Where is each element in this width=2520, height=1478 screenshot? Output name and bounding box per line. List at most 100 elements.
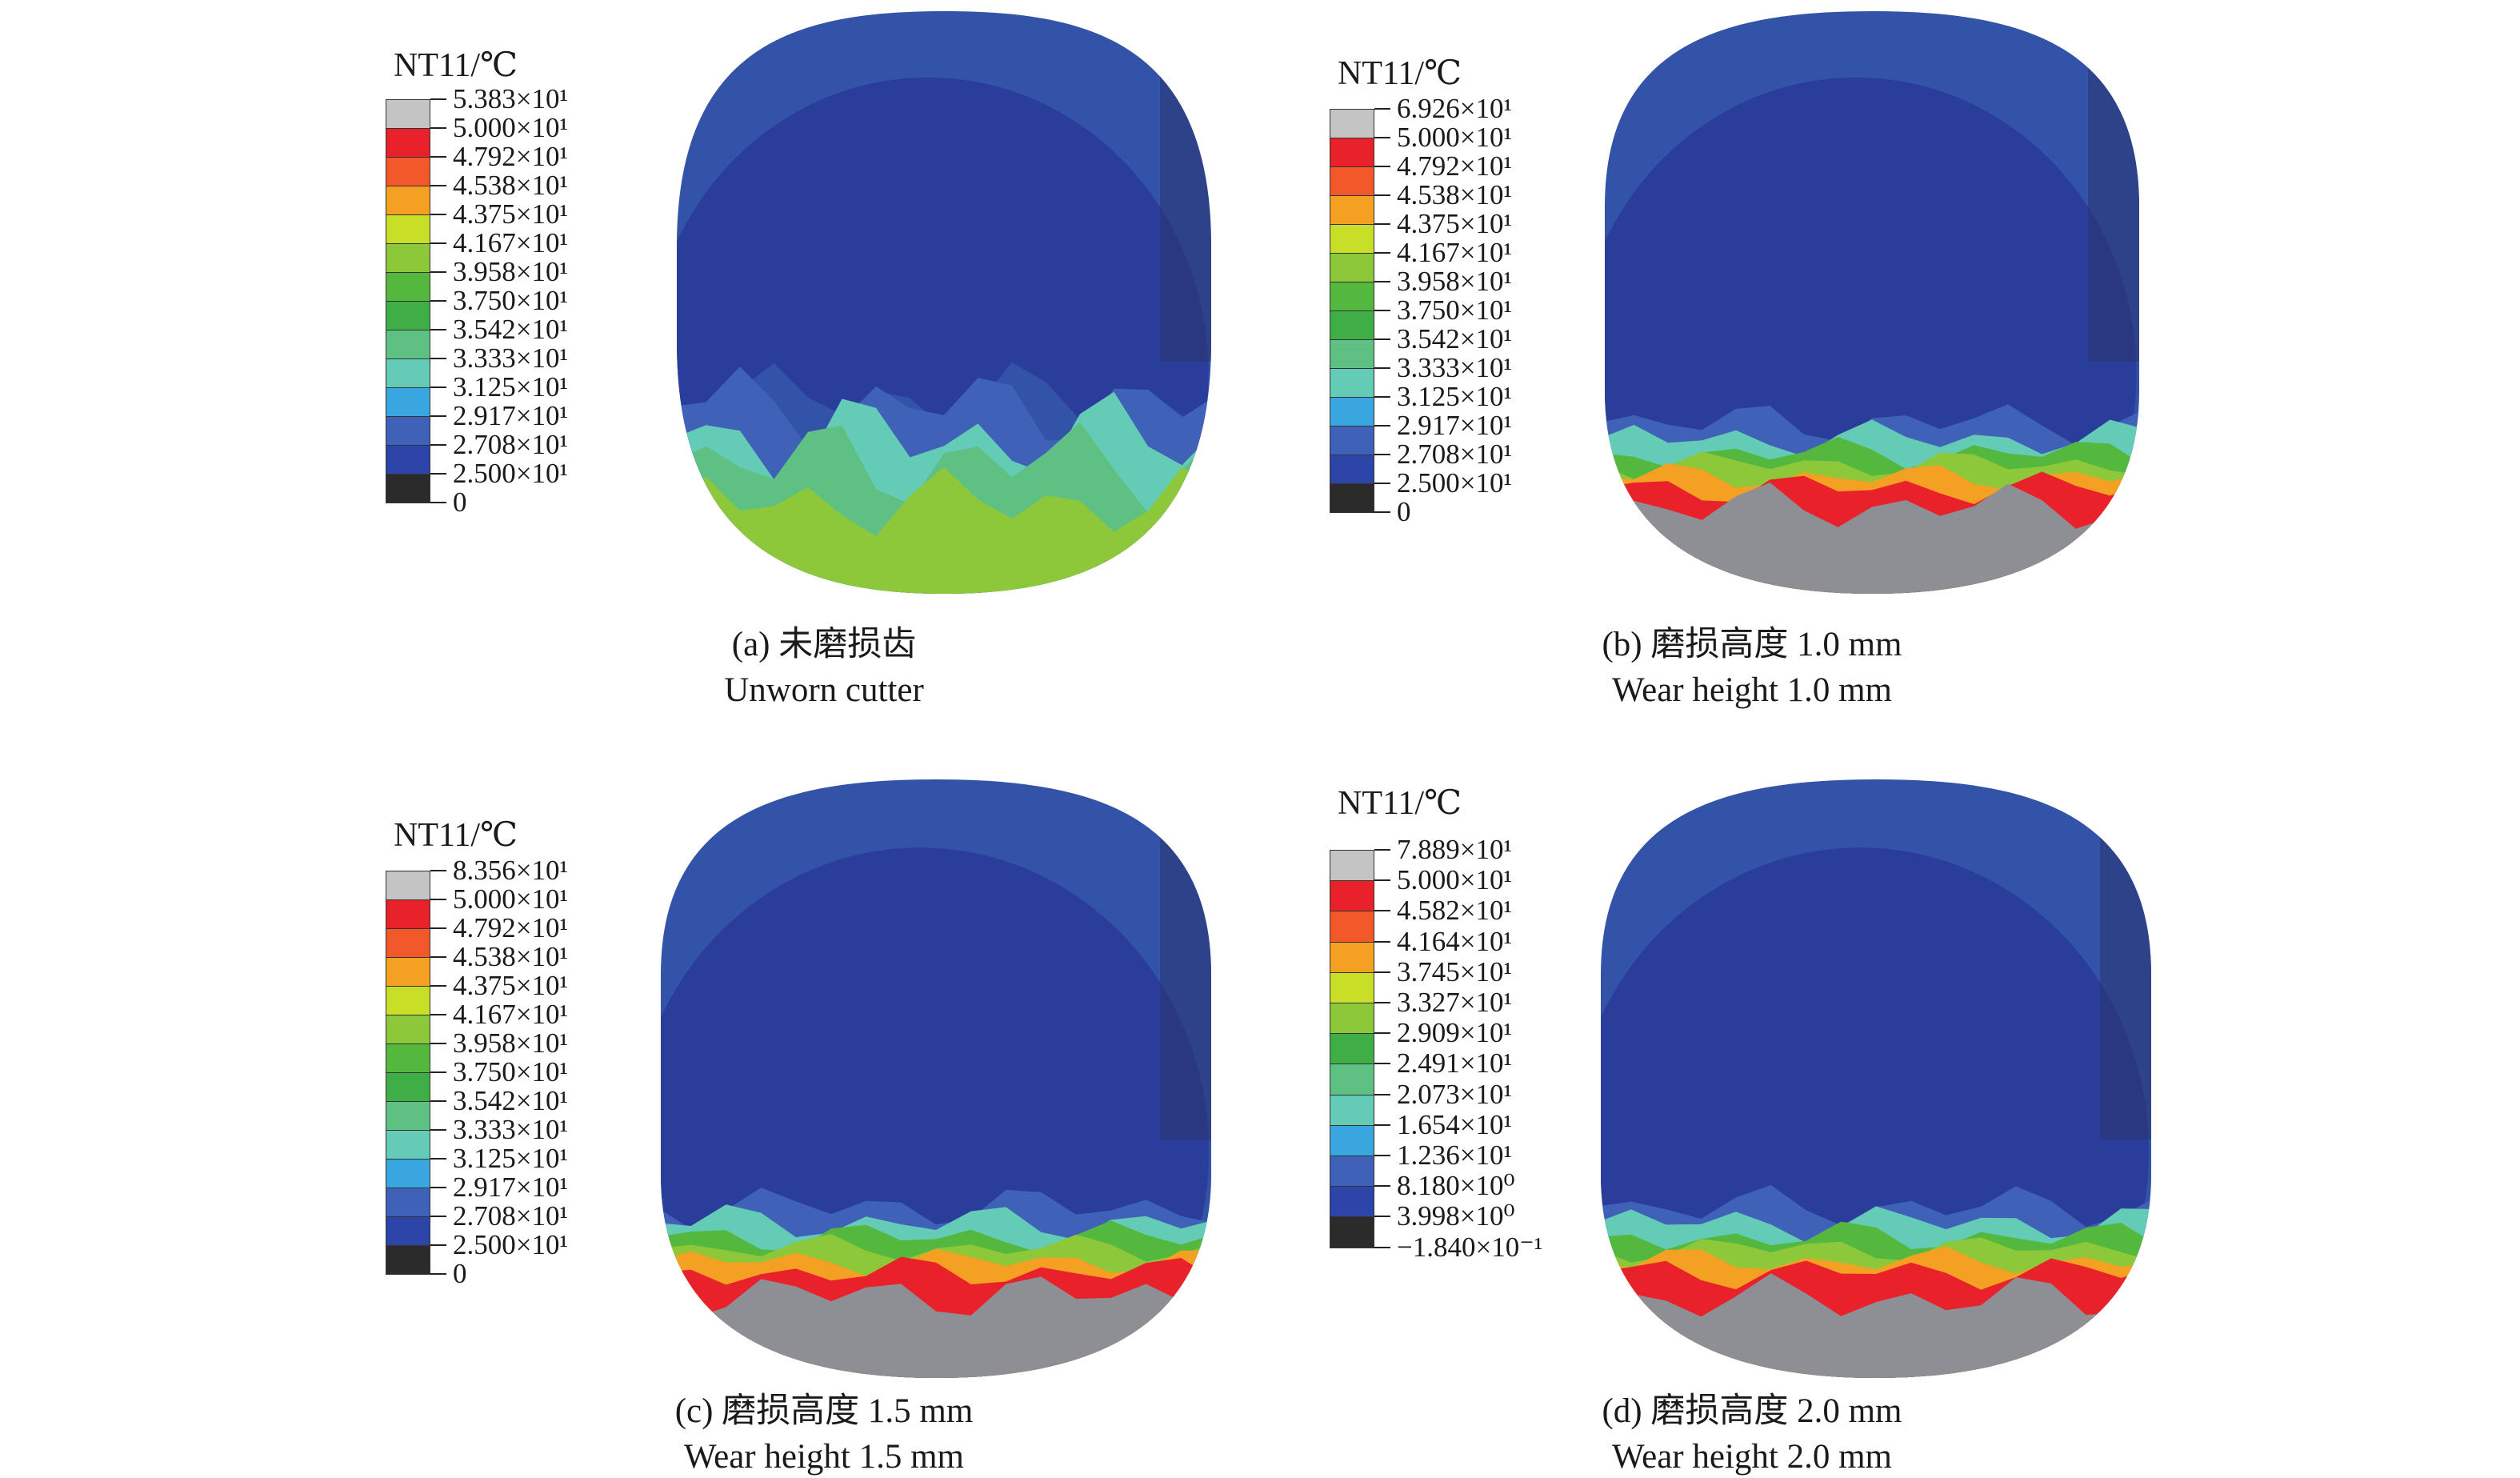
- legend-tick: [1374, 252, 1390, 254]
- legend-tick: [1374, 910, 1390, 912]
- legend-swatch: [1330, 1063, 1374, 1095]
- legend-tick: [430, 502, 446, 503]
- legend-label: 3.750×10¹: [453, 1056, 568, 1087]
- legend-swatch: [386, 445, 430, 475]
- legend-tick: [1374, 1032, 1390, 1035]
- legend-label: 4.792×10¹: [453, 912, 568, 943]
- cutter-edge-shadow: [2088, 11, 2139, 362]
- legend-label: 3.998×10⁰: [1397, 1200, 1515, 1232]
- legend-tick: [1374, 1093, 1390, 1095]
- legend-tick: [430, 870, 446, 871]
- legend-swatch: [1330, 368, 1374, 398]
- legend-label: 5.000×10¹: [1397, 864, 1512, 896]
- legend-tick: [430, 387, 446, 388]
- legend-tick: [1374, 940, 1390, 943]
- legend-tick: [430, 127, 446, 129]
- legend-tick: [1374, 425, 1390, 427]
- legend-tick: [430, 358, 446, 359]
- legend-label: 2.917×10¹: [1397, 410, 1512, 441]
- legend-tick: [430, 1244, 446, 1246]
- legend-swatch: [1330, 911, 1374, 943]
- cutter-contour-c: [661, 779, 1211, 1378]
- legend-label: 4.538×10¹: [453, 941, 568, 972]
- legend-title: NT11/℃: [1338, 785, 1462, 822]
- legend-tick: [1374, 310, 1390, 311]
- legend-swatch: [1330, 971, 1374, 1003]
- cutter-edge-shadow: [1160, 779, 1211, 1140]
- heat-band: [677, 467, 1211, 594]
- legend-swatch: [1330, 1033, 1374, 1065]
- legend-label: 3.333×10¹: [453, 1114, 568, 1145]
- legend-label: 4.164×10¹: [1397, 925, 1512, 957]
- legend-swatch: [386, 1043, 430, 1073]
- legend-swatch: [386, 214, 430, 244]
- legend-label: 1.654×10¹: [1397, 1108, 1512, 1140]
- legend-swatch: [1330, 426, 1374, 455]
- legend-tick: [1374, 849, 1390, 851]
- legend-tick: [430, 156, 446, 158]
- legend-tick: [1374, 879, 1390, 882]
- legend-tick: [430, 444, 446, 446]
- legend-label: 7.889×10¹: [1397, 834, 1512, 865]
- legend-tick: [1374, 511, 1390, 513]
- legend-swatch: [386, 157, 430, 186]
- legend-swatch: [1330, 941, 1374, 973]
- legend-tick: [430, 214, 446, 215]
- heat-band: [1605, 483, 2139, 594]
- legend-swatch: [1330, 455, 1374, 484]
- legend-swatch: [1330, 397, 1374, 427]
- legend-swatch: [1330, 310, 1374, 340]
- legend-swatch: [1330, 1156, 1374, 1188]
- legend-label: 3.333×10¹: [1397, 352, 1512, 383]
- legend-label: 2.491×10¹: [1397, 1047, 1512, 1079]
- legend-tick: [430, 1216, 446, 1217]
- cutter-fill: [1605, 11, 2139, 594]
- legend-swatch: [386, 928, 430, 958]
- legend-label: 4.375×10¹: [453, 198, 568, 230]
- legend-swatch: [1330, 1003, 1374, 1035]
- legend-tick: [430, 985, 446, 987]
- legend-tick: [1374, 166, 1390, 167]
- cutter-contour-d: [1601, 779, 2151, 1378]
- legend-label: 4.167×10¹: [453, 227, 568, 258]
- legend-swatch: [1330, 850, 1374, 882]
- legend-tick: [1374, 281, 1390, 282]
- legend-label: 4.538×10¹: [1397, 179, 1512, 210]
- legend-swatch: [386, 1245, 430, 1275]
- caption-cn: (d) 磨损高度 2.0 mm: [1602, 1392, 1902, 1430]
- caption-c: (c) 磨损高度 1.5 mm Wear height 1.5 mm: [616, 1383, 1032, 1476]
- legend-swatch: [1330, 253, 1374, 282]
- legend-tick: [430, 1100, 446, 1102]
- legend-tick: [1374, 367, 1390, 369]
- legend-swatch: [386, 871, 430, 900]
- legend-label: 4.375×10¹: [1397, 208, 1512, 239]
- legend-tick: [1374, 1216, 1390, 1218]
- legend-label: 3.542×10¹: [453, 314, 568, 345]
- legend-label: 5.000×10¹: [1397, 122, 1512, 153]
- legend-label: 3.327×10¹: [1397, 987, 1512, 1018]
- legend-tick: [430, 242, 446, 244]
- legend-label: 8.356×10¹: [453, 855, 568, 886]
- legend-swatch: [386, 301, 430, 330]
- legend-label: 6.926×10¹: [1397, 93, 1512, 124]
- legend-swatch: [1330, 1216, 1374, 1248]
- legend-title: NT11/℃: [1338, 55, 1462, 92]
- legend-label: 2.708×10¹: [453, 429, 568, 460]
- legend-swatch: [386, 1101, 430, 1131]
- legend-tick: [1374, 108, 1390, 110]
- cutter-fill: [661, 779, 1211, 1378]
- legend-label: 4.375×10¹: [453, 970, 568, 1001]
- caption-en: Wear height 1.0 mm: [1611, 671, 1892, 709]
- legend-label: 2.500×10¹: [453, 1229, 568, 1260]
- legend-swatch: [1330, 1094, 1374, 1126]
- legend-swatch: [386, 128, 430, 158]
- legend-swatch: [386, 416, 430, 446]
- caption-cn: (b) 磨损高度 1.0 mm: [1602, 626, 1902, 663]
- legend-tick: [430, 98, 446, 100]
- legend-swatch: [1330, 109, 1374, 138]
- legend-swatch: [386, 272, 430, 302]
- legend-title: NT11/℃: [394, 817, 518, 854]
- legend-swatch: [386, 986, 430, 1015]
- legend-label: 3.958×10¹: [453, 1027, 568, 1059]
- legend-tick: [1374, 338, 1390, 340]
